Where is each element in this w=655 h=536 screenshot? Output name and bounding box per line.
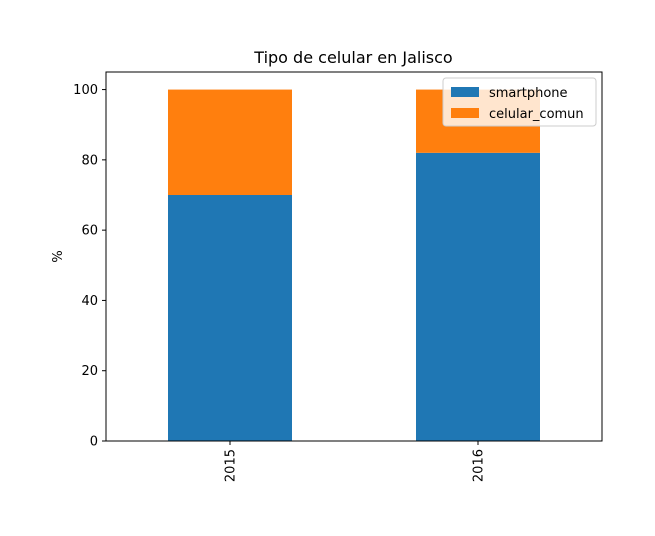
x-axis-ticks: 2015 2016 xyxy=(224,441,487,482)
y-tick-label: 60 xyxy=(81,224,98,239)
bar-smartphone-2015 xyxy=(168,195,292,441)
legend-label-smartphone: smartphone xyxy=(489,86,568,101)
y-tick-label: 80 xyxy=(81,153,98,168)
legend-box xyxy=(442,77,597,127)
bar-celular_comun-2015 xyxy=(168,89,292,195)
legend-swatch-smartphone xyxy=(451,87,479,97)
y-tick-label: 20 xyxy=(81,364,98,379)
legend-swatch-celular_comun xyxy=(451,108,479,118)
y-axis-label: % xyxy=(51,250,66,262)
legend-label-celular_comun: celular_comun xyxy=(489,107,584,122)
legend[interactable]: smartphone celular_comun xyxy=(442,77,597,127)
y-tick-label: 40 xyxy=(81,294,98,309)
bar-smartphone-2016 xyxy=(416,152,540,442)
y-tick-label: 0 xyxy=(90,435,98,450)
y-axis-ticks: 0 20 40 60 80 100 xyxy=(73,83,106,450)
x-tick-label: 2016 xyxy=(472,449,487,482)
y-tick-label: 100 xyxy=(73,83,98,98)
x-tick-label: 2015 xyxy=(224,449,239,482)
axes-frame xyxy=(105,71,603,442)
chart-title: Tipo de celular en Jalisco xyxy=(253,48,452,67)
